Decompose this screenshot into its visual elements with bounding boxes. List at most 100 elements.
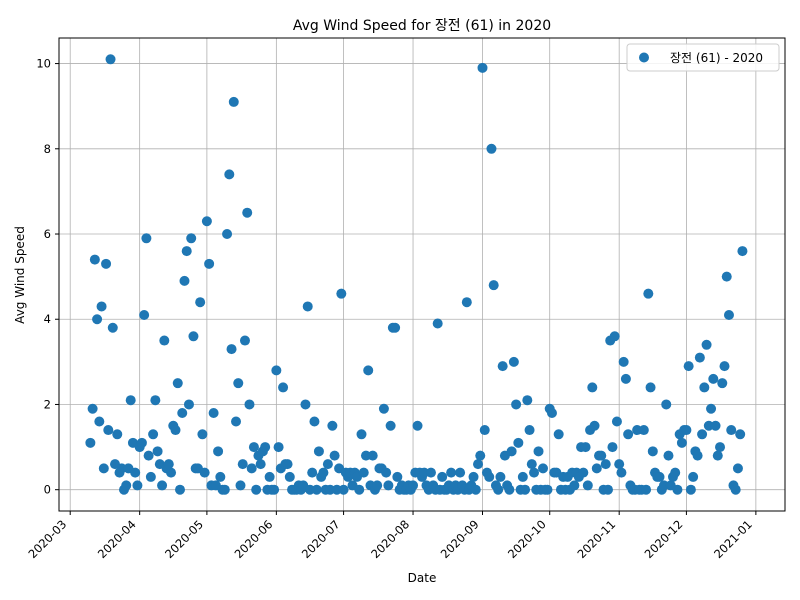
data-point (237, 459, 248, 470)
data-point (309, 416, 320, 427)
y-axis-label: Avg Wind Speed (13, 226, 27, 324)
data-point (264, 471, 275, 482)
data-point (578, 467, 589, 478)
data-point (336, 288, 347, 299)
data-point (524, 425, 535, 436)
data-point (157, 480, 168, 491)
data-point (322, 459, 333, 470)
data-point (307, 467, 318, 478)
data-point (616, 467, 627, 478)
data-point (215, 471, 226, 482)
data-point (278, 382, 289, 393)
data-point (591, 463, 602, 474)
data-point (721, 271, 732, 282)
data-point (103, 425, 114, 436)
data-point (195, 297, 206, 308)
data-point (672, 484, 683, 495)
data-point (477, 62, 488, 73)
data-point (302, 301, 313, 312)
data-point (542, 484, 553, 495)
data-point (385, 420, 396, 431)
data-point (607, 442, 618, 453)
data-point (239, 335, 250, 346)
data-point (85, 437, 96, 448)
data-point (699, 382, 710, 393)
data-point (717, 378, 728, 389)
data-point (609, 331, 620, 342)
data-point (98, 463, 109, 474)
data-point (112, 429, 123, 440)
data-point (246, 463, 257, 474)
data-point (96, 301, 107, 312)
data-point (618, 356, 629, 367)
data-point (641, 484, 652, 495)
data-point (645, 382, 656, 393)
data-point (284, 471, 295, 482)
data-point (271, 365, 282, 376)
data-point (506, 446, 517, 457)
data-point (226, 344, 237, 355)
data-point (735, 429, 746, 440)
data-point (520, 484, 531, 495)
data-point (175, 484, 185, 495)
data-point (620, 373, 631, 384)
data-point (378, 403, 389, 414)
data-point (367, 450, 378, 461)
data-point (708, 373, 719, 384)
data-point (643, 288, 654, 299)
data-point (508, 356, 519, 367)
data-point (150, 395, 161, 406)
data-point (136, 437, 147, 448)
data-point (105, 54, 116, 65)
data-point (231, 416, 242, 427)
data-point (526, 459, 537, 470)
data-point (372, 480, 383, 491)
data-point (408, 480, 419, 491)
data-point (255, 459, 266, 470)
data-point (596, 450, 607, 461)
data-point (125, 395, 136, 406)
data-point (529, 467, 540, 478)
data-point (712, 450, 723, 461)
data-point (311, 484, 322, 495)
data-point (468, 471, 479, 482)
data-point (484, 471, 495, 482)
legend-box (626, 43, 780, 72)
data-point (412, 420, 423, 431)
data-point (715, 442, 726, 453)
data-point (390, 322, 401, 333)
data-point (533, 446, 544, 457)
data-point (89, 254, 100, 265)
data-point (683, 361, 694, 372)
legend-marker (639, 52, 649, 63)
data-point (614, 459, 625, 470)
data-point (356, 429, 367, 440)
data-point (143, 450, 154, 461)
data-point (681, 425, 692, 436)
data-point (638, 425, 649, 436)
data-point (121, 480, 132, 491)
chart-title: Avg Wind Speed for 장전 (61) in 2020 (293, 18, 551, 34)
data-point (166, 467, 177, 478)
data-point (737, 246, 748, 257)
data-point (354, 484, 365, 495)
data-point (446, 467, 457, 478)
data-point (132, 480, 143, 491)
data-point (327, 420, 338, 431)
y-tick-label: 10 (36, 57, 51, 71)
data-point (228, 96, 239, 107)
data-point (130, 467, 141, 478)
data-point (473, 459, 484, 470)
data-point (553, 429, 564, 440)
data-point (358, 467, 369, 478)
data-point (723, 309, 734, 320)
data-point (251, 484, 262, 495)
data-point (470, 484, 481, 495)
data-point (204, 258, 215, 269)
data-point (455, 467, 466, 478)
data-point (183, 399, 194, 410)
data-point (730, 484, 741, 495)
plot-frame (58, 37, 786, 512)
data-point (663, 450, 674, 461)
